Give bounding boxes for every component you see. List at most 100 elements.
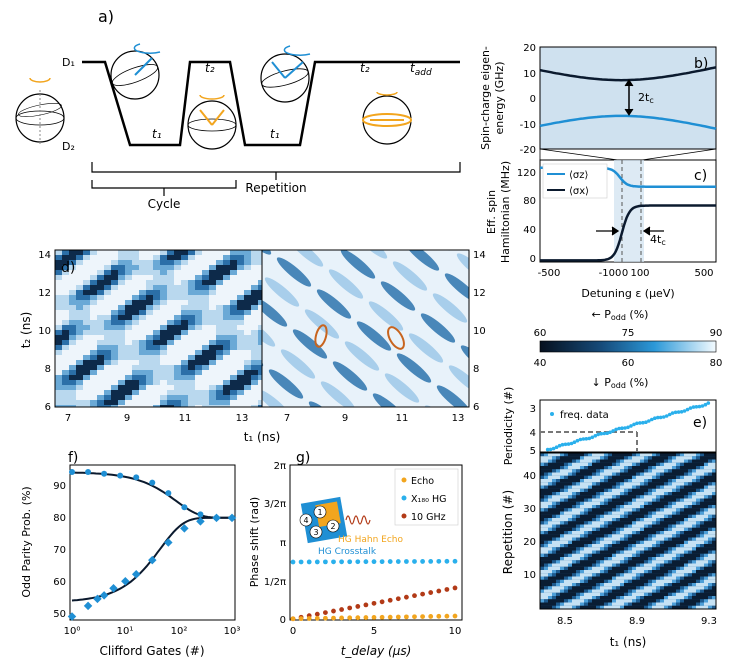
e-cell: [592, 514, 596, 519]
e-cell: [692, 479, 696, 483]
e-cell: [556, 589, 560, 593]
e-cell: [712, 531, 716, 535]
e-cell: [628, 586, 632, 590]
e-cell: [560, 570, 564, 574]
e-cell: [592, 524, 596, 528]
cbar-bottom-label: ↓ Podd (%): [592, 376, 649, 390]
e-cell: [636, 508, 640, 512]
e-cell: [660, 514, 664, 519]
e-cell: [632, 579, 636, 584]
f-point-upper: [165, 490, 172, 497]
d-cell: [258, 325, 262, 330]
e-cell: [684, 482, 688, 486]
e-cell: [660, 479, 664, 483]
e-cell: [564, 453, 568, 457]
e-cell: [592, 482, 596, 486]
c-legend-sx: ⟨σx⟩: [569, 186, 589, 197]
e-cell: [648, 557, 652, 561]
e-cell: [576, 531, 580, 535]
e-cell: [676, 459, 680, 463]
e-cell: [560, 511, 564, 515]
d-cell: [76, 285, 83, 290]
e-cell: [688, 586, 692, 590]
d-cell: [125, 260, 132, 265]
e-cell: [544, 488, 548, 493]
d-cell: [69, 255, 76, 260]
f-point-upper: [117, 472, 124, 479]
e-cell: [656, 570, 660, 574]
e-cell: [652, 501, 656, 506]
e-point: [661, 415, 666, 419]
d-cell: [188, 315, 195, 320]
e-cell: [676, 583, 680, 587]
d-cell: [202, 305, 209, 310]
e-cell: [648, 589, 652, 593]
e-cell: [588, 602, 592, 606]
e-cell: [544, 505, 548, 509]
d-cell: [181, 305, 188, 310]
e-cell: [600, 514, 604, 519]
e-cell: [688, 579, 692, 584]
e-cell: [592, 498, 596, 502]
e-cell: [672, 592, 676, 597]
g-legend-10ghz: 10 GHz: [411, 512, 446, 523]
e-cell: [612, 566, 616, 571]
e-cell: [604, 573, 608, 577]
c-legend-sz: ⟨σz⟩: [569, 170, 588, 181]
d-cell: [258, 375, 262, 380]
c-ylabel-2: Hamiltonian (MHz): [499, 161, 512, 263]
e-cell: [656, 563, 660, 567]
e-cell: [572, 596, 576, 600]
e-cell: [620, 605, 624, 609]
e-cell: [672, 527, 676, 532]
d-cell: [90, 280, 97, 285]
e-cell: [700, 527, 704, 532]
f-xtick-1000: 10³: [224, 626, 241, 637]
e-cell: [704, 544, 708, 548]
e-cell: [584, 492, 588, 496]
e-cell: [588, 531, 592, 535]
d-cell: [104, 280, 111, 285]
e-cell: [640, 521, 644, 525]
e-cell: [680, 573, 684, 577]
e-cell: [676, 508, 680, 512]
d-blob: [340, 250, 376, 279]
e-cell: [644, 605, 648, 609]
e-cell: [540, 498, 544, 502]
e-cell: [692, 453, 696, 457]
e-cell: [696, 563, 700, 567]
e-cell: [560, 462, 564, 467]
e-cell: [712, 495, 716, 499]
e-cell: [600, 570, 604, 574]
e-cell: [676, 475, 680, 480]
d-xtick-7: 7: [65, 413, 71, 424]
e-cell: [672, 479, 676, 483]
e-cell: [556, 482, 560, 486]
e-cell: [664, 602, 668, 606]
e-cell: [660, 456, 664, 460]
e-cell: [552, 521, 556, 525]
e-cell: [696, 521, 700, 525]
e-cell: [668, 553, 672, 558]
e-cell: [552, 475, 556, 480]
e-cell: [580, 492, 584, 496]
e-cell: [556, 583, 560, 587]
e-cell: [588, 501, 592, 506]
e-cell: [588, 475, 592, 480]
e-cell: [640, 605, 644, 609]
e-cell: [644, 466, 648, 470]
d-cell: [62, 395, 69, 400]
e-cell: [600, 573, 604, 577]
e-cell: [700, 537, 704, 541]
e-cell: [640, 462, 644, 467]
d-cell: [216, 355, 223, 360]
d-cell: [104, 350, 111, 355]
e-cell: [660, 469, 664, 473]
e-cell: [656, 518, 660, 522]
e-cell: [548, 511, 552, 515]
e-cell: [644, 469, 648, 473]
e-cell: [664, 537, 668, 541]
e-cell: [712, 492, 716, 496]
d-cell: [62, 405, 69, 407]
d-cell: [153, 300, 160, 305]
